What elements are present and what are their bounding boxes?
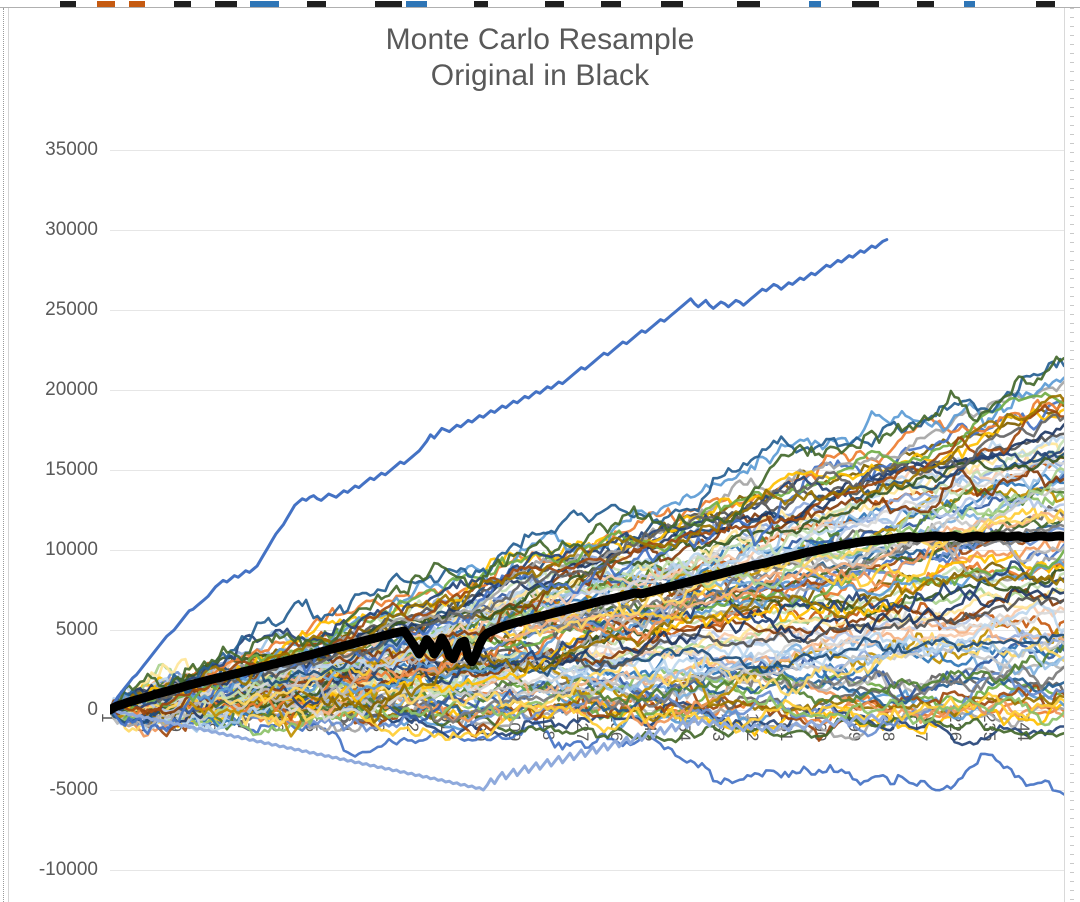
cropped-cell-fragment [60, 1, 76, 7]
cropped-spreadsheet-row [0, 0, 1080, 7]
cropped-cell-fragment [375, 1, 403, 7]
cropped-cell-fragment [964, 1, 976, 7]
resample-series-line [110, 666, 1064, 737]
resample-series-line [110, 393, 1064, 712]
resample-series-line [110, 391, 1064, 712]
cropped-cell-fragment [249, 1, 279, 7]
series-svg [110, 238, 1064, 796]
resample-series-line [110, 413, 1064, 712]
y-axis-tick-label: 10000 [45, 539, 98, 560]
cropped-cell-fragment [473, 1, 488, 7]
chart-selection-border-left [3, 8, 4, 902]
resample-series-line [110, 691, 1064, 742]
resample-series-line [110, 571, 1064, 724]
series-plot-area [110, 150, 1064, 870]
cropped-cell-fragment [808, 1, 821, 7]
page-title: Monte Carlo Resample Original in Black [0, 22, 1080, 94]
chart-title-line1: Monte Carlo Resample [385, 23, 695, 56]
gridline [110, 230, 1064, 231]
gridline [110, 470, 1064, 471]
top-divider-rule [0, 7, 1080, 8]
y-axis-tick-label: -10000 [38, 859, 98, 880]
cropped-cell-fragment [852, 1, 880, 7]
cropped-cell-fragment [405, 1, 427, 7]
cropped-cell-fragment [601, 1, 621, 7]
cropped-cell-fragment [306, 1, 326, 7]
gridline [110, 790, 1064, 791]
resample-series-line [110, 355, 1064, 712]
cropped-cell-fragment [736, 1, 760, 7]
resample-series-line [110, 357, 1064, 712]
cropped-cell-fragment [214, 1, 237, 7]
resample-series-line [110, 707, 889, 792]
y-axis-tick-label: 25000 [45, 299, 98, 320]
cropped-cell-fragment [545, 1, 565, 7]
y-axis-tick-label: 20000 [45, 379, 98, 400]
gridline [110, 390, 1064, 391]
cropped-cell-fragment [96, 1, 115, 7]
resample-series-line [110, 238, 889, 712]
resample-series-line [110, 513, 1064, 716]
gridline [110, 150, 1064, 151]
y-axis-tick-label: 15000 [45, 459, 98, 480]
chart-border-left [8, 8, 9, 902]
y-axis-tick-label: 30000 [45, 219, 98, 240]
resample-series-line [110, 703, 1064, 796]
cropped-cell-fragment [129, 1, 146, 7]
cropped-cell-fragment [917, 1, 935, 7]
resample-series-line [110, 456, 1064, 713]
chart-title-line2: Original in Black [430, 59, 650, 92]
original-series-line [110, 531, 1064, 715]
cropped-cell-fragment [660, 1, 683, 7]
gridline [110, 870, 1064, 871]
resample-series-line [110, 568, 1064, 714]
chart-border-right [1064, 8, 1065, 902]
resample-series-line [110, 560, 1064, 724]
cropped-cell-fragment [173, 1, 191, 7]
y-axis-tick-label: -5000 [49, 779, 98, 800]
y-axis-tick-label: 0 [87, 699, 98, 720]
y-axis-tick-label: 5000 [55, 619, 98, 640]
y-axis-tick-label: 35000 [45, 139, 98, 160]
gridline [110, 310, 1064, 311]
gridline [110, 550, 1064, 551]
cropped-cell-fragment [1035, 1, 1055, 7]
scrollbar-track-marks[interactable] [1070, 8, 1074, 902]
